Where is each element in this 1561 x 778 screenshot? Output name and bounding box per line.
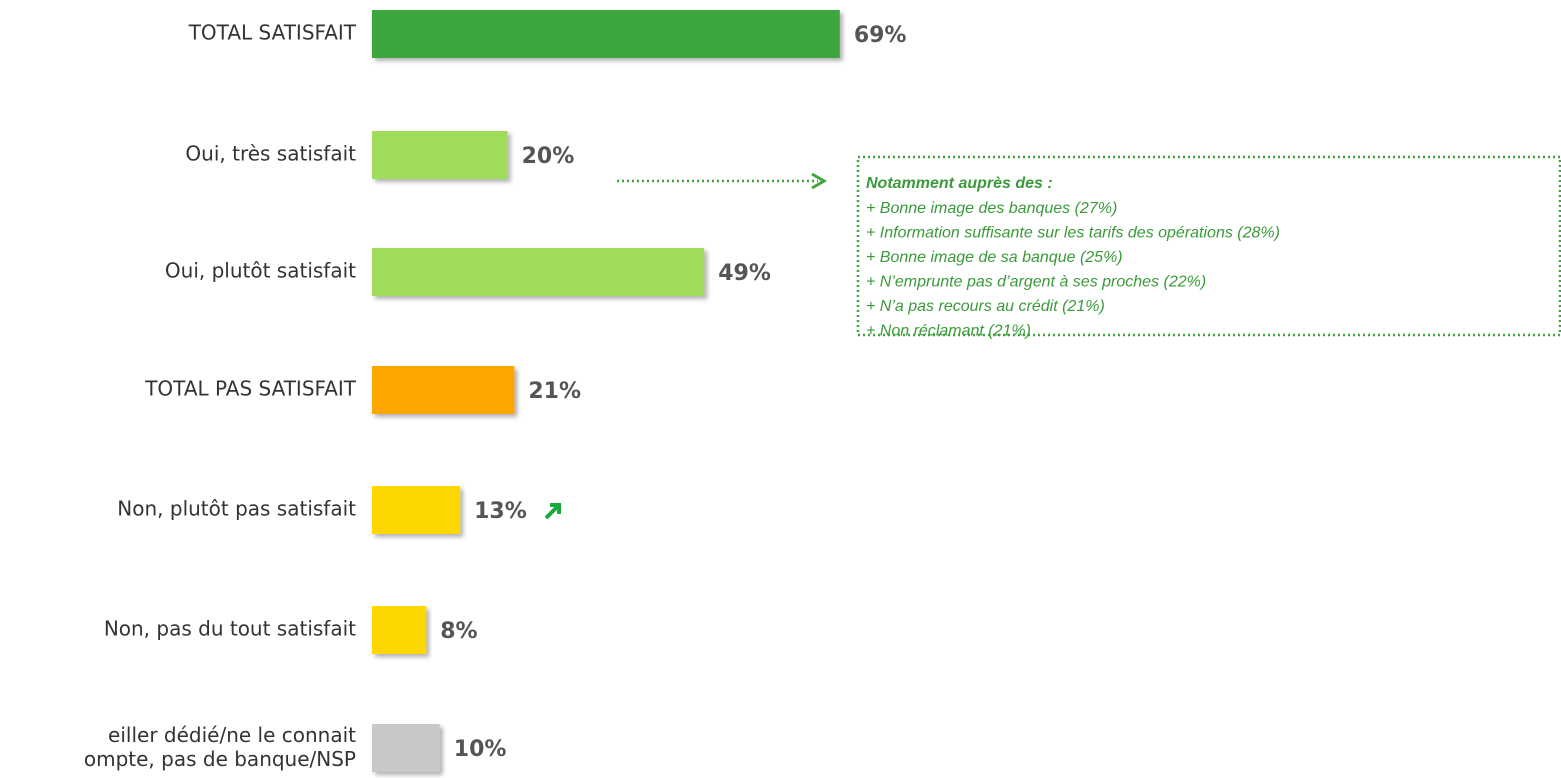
- category-label: Non, pas du tout satisfait: [104, 617, 356, 641]
- category-label: TOTAL PAS SATISFAIT: [144, 377, 357, 401]
- value-label: 8%: [440, 619, 477, 644]
- annotation-line: + Information suffisante sur les tarifs …: [866, 225, 1280, 242]
- bar: [372, 486, 461, 534]
- annotation-line: + Non réclamant (21%): [866, 323, 1031, 340]
- bar: [372, 606, 427, 654]
- value-label: 10%: [454, 737, 507, 762]
- bar: [372, 131, 508, 179]
- annotation-title: Notamment auprès des :: [866, 175, 1053, 192]
- bar: [372, 10, 840, 58]
- category-label: TOTAL SATISFAIT: [188, 21, 357, 45]
- bar: [372, 248, 705, 296]
- value-label: 69%: [854, 23, 907, 48]
- category-label: eiller dédié/ne le connait ompte, pas de …: [84, 723, 356, 771]
- category-label: Oui, très satisfait: [185, 142, 356, 166]
- annotation-line: + N’a pas recours au crédit (21%): [866, 298, 1105, 315]
- annotation-line: + N’emprunte pas d’argent à ses proches …: [866, 274, 1206, 291]
- bar: [372, 724, 440, 772]
- category-label: Non, plutôt pas satisfait: [117, 497, 356, 521]
- arrow-head: [811, 172, 827, 190]
- value-label: 49%: [718, 261, 771, 286]
- annotation-line: + Bonne image de sa banque (25%): [866, 249, 1123, 266]
- annotation-box: [856, 155, 1561, 337]
- annotation-line: + Bonne image des banques (27%): [866, 200, 1117, 217]
- trend-up-icon: [544, 503, 561, 520]
- value-label: 21%: [528, 379, 581, 404]
- value-label: 20%: [522, 144, 575, 169]
- bar: [372, 366, 515, 414]
- value-label: 13%: [474, 499, 527, 524]
- category-label: Oui, plutôt satisfait: [165, 259, 356, 283]
